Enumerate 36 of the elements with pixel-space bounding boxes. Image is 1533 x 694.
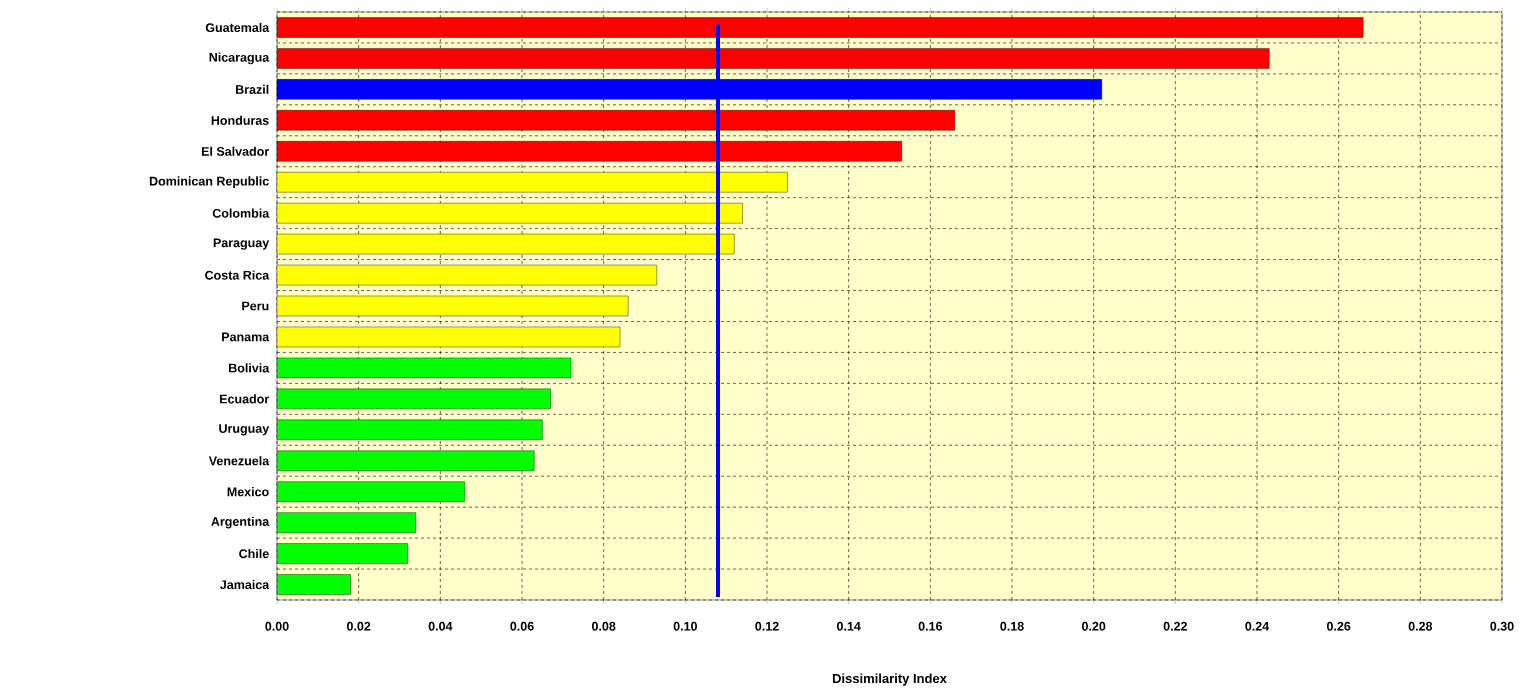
x-tick-label: 0.20 — [1082, 621, 1106, 631]
y-tick-label: Panama — [222, 332, 270, 342]
y-tick-label: Argentina — [211, 516, 270, 529]
x-tick-label: 0.04 — [428, 621, 453, 631]
x-tick-label: 0.22 — [1163, 621, 1187, 631]
x-tick-label: 0.28 — [1408, 621, 1433, 631]
y-tick-label: Mexico — [227, 487, 269, 497]
x-tick-label: 0.02 — [347, 621, 371, 631]
y-tick-label: Nicaragua — [209, 52, 270, 65]
x-tick-label: 0.14 — [837, 621, 861, 631]
x-tick-label: 0.12 — [755, 621, 779, 631]
x-axis-title: Dissimilarity Index — [832, 673, 947, 686]
y-tick-label: Honduras — [211, 115, 269, 125]
y-tick-label: Colombia — [212, 208, 270, 218]
y-tick-label: Uruguay — [219, 424, 270, 436]
x-tick-label: 0.16 — [918, 621, 943, 631]
x-tick-label: 0.26 — [1327, 621, 1351, 631]
y-tick-label: Venezuela — [208, 456, 270, 466]
y-tick-label: Guatemala — [205, 22, 270, 33]
y-tick-label: Paraguay — [213, 238, 270, 250]
x-tick-label: 0.30 — [1490, 621, 1514, 631]
x-tick-label: 0.18 — [1000, 621, 1024, 631]
y-tick-label: Chile — [239, 548, 269, 559]
x-tick-label: 0.08 — [592, 621, 616, 631]
y-tick-label: Peru — [242, 301, 269, 311]
y-tick-label: Ecuador — [220, 394, 270, 404]
y-tick-label: Jamaica — [220, 579, 270, 590]
y-tick-label: Costa Rica — [205, 270, 270, 280]
y-tick-label: Dominican Republic — [149, 176, 269, 189]
y-tick-label: Bolivia — [229, 363, 270, 373]
x-tick-label: 0.10 — [673, 621, 697, 631]
y-tick-label: El Salvador — [201, 146, 269, 156]
y-tick-label: Brazil — [236, 84, 269, 94]
x-tick-label: 0.00 — [265, 621, 289, 631]
x-tick-label: 0.06 — [510, 621, 534, 631]
x-tick-label: 0.24 — [1245, 621, 1270, 631]
